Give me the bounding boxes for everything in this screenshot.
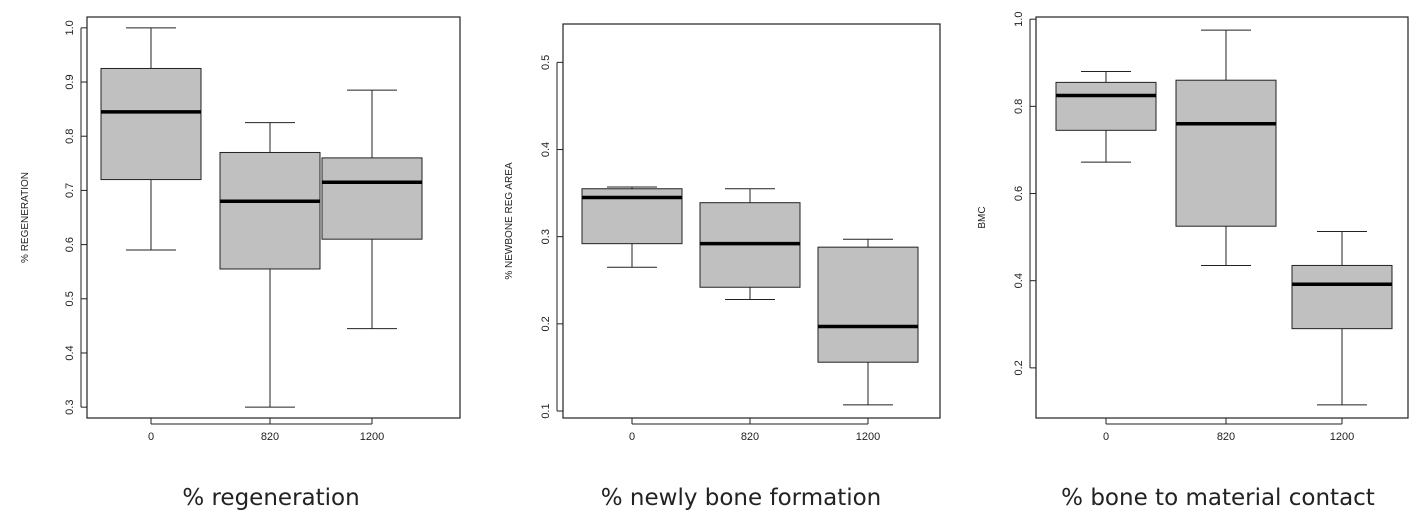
boxplot-figure: 0.3 0.4 0.5 0.6 0.7 0.8 0.9 1.0 % REGENERATION 0 8… [20, 12, 1409, 443]
x-tick-label: 1200 [360, 431, 384, 443]
y-tick-label: 0.1 [540, 403, 552, 418]
x-tick-label: 820 [1217, 431, 1235, 443]
x-tick-label: 1200 [856, 431, 880, 443]
x-tick-label: 0 [148, 431, 154, 443]
y-tick-label: 0.8 [64, 129, 76, 144]
y-tick-label: 0.4 [1013, 273, 1025, 288]
y-tick-label: 0.5 [540, 55, 552, 70]
y-tick-label: 1.0 [64, 20, 76, 35]
y-axis-label: % NEWBONE REG AREA [504, 162, 515, 280]
box-iqr [1055, 81, 1157, 131]
plot-frame [86, 16, 461, 419]
box-iqr [321, 157, 423, 240]
plot-frame [1035, 16, 1409, 419]
y-tick-label: 0.2 [1013, 360, 1025, 375]
x-tick-label: 820 [261, 431, 279, 443]
x-tick-label: 1200 [1330, 431, 1354, 443]
y-tick-label: 0.3 [64, 400, 76, 415]
y-tick-label: 0.2 [540, 316, 552, 331]
y-tick-label: 0.6 [1013, 186, 1025, 201]
y-tick-label: 0.8 [1013, 99, 1025, 114]
box-iqr [219, 151, 321, 270]
y-axis-label: % REGENERATION [20, 172, 31, 263]
y-tick-label: 0.9 [64, 74, 76, 89]
x-tick-label: 0 [629, 431, 635, 443]
y-tick-label: 0.5 [64, 291, 76, 306]
y-tick-label: 1.0 [1013, 12, 1025, 27]
box-iqr [817, 246, 919, 363]
y-tick-label: 0.7 [64, 183, 76, 198]
caption-new-bone-formation: % newly bone formation [600, 485, 882, 511]
y-tick-label: 0.6 [64, 237, 76, 252]
y-tick-label: 0.3 [540, 229, 552, 244]
x-tick-label: 0 [1103, 431, 1109, 443]
caption-regeneration: % regeneration [182, 485, 360, 511]
y-axis-label: BMC [977, 206, 988, 228]
box-iqr [1175, 79, 1277, 227]
plot-frame [562, 23, 941, 419]
box-iqr [1291, 264, 1393, 330]
box-iqr [100, 67, 202, 181]
x-tick-label: 820 [741, 431, 759, 443]
y-tick-label: 0.4 [540, 142, 552, 157]
y-tick-label: 0.4 [64, 345, 76, 360]
caption-bone-material-contact: % bone to material contact [1061, 485, 1375, 511]
